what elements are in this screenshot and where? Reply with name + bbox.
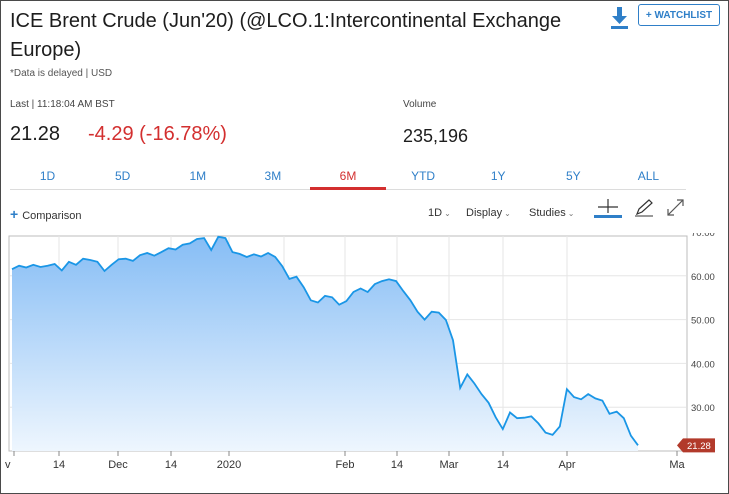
- comparison-button[interactable]: + Comparison: [10, 206, 82, 222]
- last-price-tag-label: 21.28: [687, 441, 711, 452]
- interval-label: 1D: [428, 207, 443, 219]
- fullscreen-button[interactable]: [661, 197, 691, 219]
- x-tick-label: v: [5, 459, 11, 471]
- crosshair-icon: [594, 199, 622, 218]
- last-trade-label: Last | 11:18:04 AM BST: [10, 99, 115, 110]
- data-delay-note: *Data is delayed | USD: [10, 68, 113, 79]
- chevron-down-icon: ⌄: [567, 209, 575, 218]
- tab-5d[interactable]: 5D: [85, 164, 161, 190]
- y-tick-label: 60.00: [691, 272, 715, 283]
- time-range-tabs: 1D 5D 1M 3M 6M YTD 1Y 5Y ALL: [10, 164, 686, 190]
- x-tick-label: Ma: [669, 459, 685, 471]
- x-tick-label: 14: [391, 459, 403, 471]
- last-price: 21.28: [10, 123, 61, 145]
- x-tick-label: Mar: [440, 459, 459, 471]
- draw-tool-button[interactable]: [629, 197, 659, 219]
- tab-1d[interactable]: 1D: [10, 164, 86, 190]
- y-tick-label: 40.00: [691, 359, 715, 370]
- tab-3m[interactable]: 3M: [235, 164, 311, 190]
- studies-label: Studies: [529, 207, 566, 219]
- price-chart[interactable]: 70.00 60.00 50.00 40.00 30.00 v 14 Dec 14 2020 Fe…: [1, 233, 728, 493]
- download-button[interactable]: [607, 5, 633, 31]
- page-title: ICE Brent Crude (Jun'20) (@LCO.1:Interco…: [10, 10, 562, 61]
- interval-dropdown[interactable]: 1D ⌄: [428, 207, 451, 219]
- x-tick-label: Feb: [336, 459, 355, 471]
- last-price-tag: [677, 438, 715, 453]
- price-change: -4.29 (-16.78%): [88, 123, 227, 145]
- studies-dropdown[interactable]: Studies ⌄: [529, 207, 574, 219]
- plus-icon: +: [10, 206, 19, 222]
- x-tick-label: 2020: [217, 459, 241, 471]
- display-label: Display: [466, 207, 503, 219]
- x-tick-label: Dec: [108, 459, 128, 471]
- crosshair-tool-button[interactable]: [593, 197, 623, 219]
- display-dropdown[interactable]: Display ⌄: [466, 207, 511, 219]
- add-to-watchlist-button[interactable]: + WATCHLIST: [638, 4, 720, 26]
- tab-5y[interactable]: 5Y: [535, 164, 611, 190]
- price-line: [11, 235, 639, 446]
- download-icon: [611, 7, 628, 29]
- x-tick-label: Apr: [558, 459, 575, 471]
- chevron-down-icon: ⌄: [444, 209, 451, 218]
- y-tick-label: 30.00: [691, 403, 715, 414]
- tab-6m[interactable]: 6M: [310, 164, 386, 190]
- y-tick-label: 50.00: [691, 316, 715, 327]
- tab-ytd[interactable]: YTD: [385, 164, 461, 190]
- x-tick-label: 14: [53, 459, 65, 471]
- chevron-down-icon: ⌄: [504, 209, 511, 218]
- y-tick-label: 70.00: [691, 233, 715, 239]
- x-tick-label: 14: [165, 459, 177, 471]
- tab-1m[interactable]: 1M: [160, 164, 236, 190]
- expand-icon: [667, 199, 684, 216]
- price-area: [12, 236, 638, 451]
- volume-value: 235,196: [403, 126, 469, 146]
- x-tick-label: 14: [497, 459, 509, 471]
- tab-1y[interactable]: 1Y: [460, 164, 536, 190]
- tab-all[interactable]: ALL: [610, 164, 686, 190]
- volume-label: Volume: [403, 99, 437, 110]
- comparison-label: Comparison: [22, 210, 82, 222]
- pencil-icon: [635, 199, 653, 217]
